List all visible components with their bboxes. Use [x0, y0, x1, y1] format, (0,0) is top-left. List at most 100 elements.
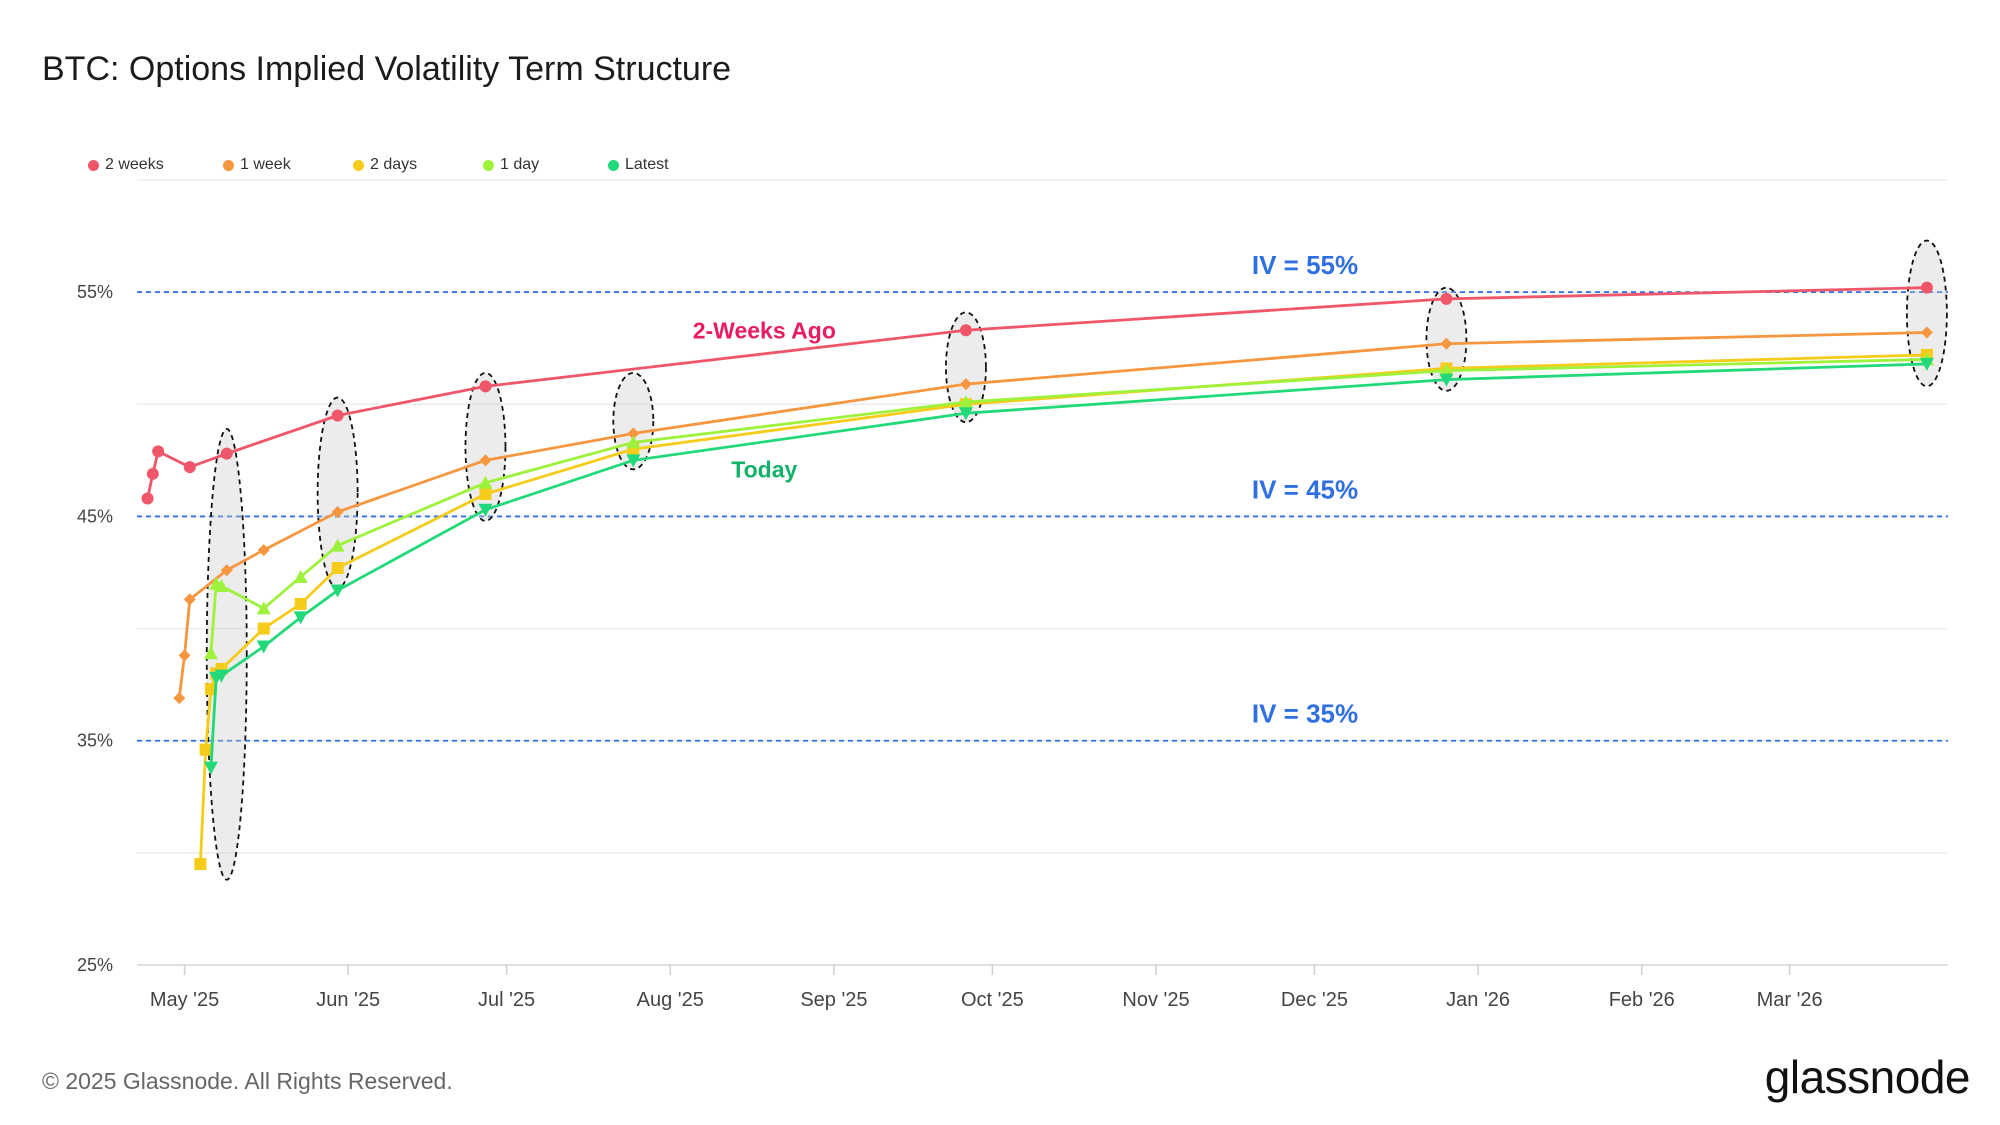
- data-point: [958, 395, 973, 409]
- data-point: [293, 569, 308, 583]
- legend-marker: [88, 159, 99, 171]
- highlight-ellipse: [464, 371, 507, 522]
- series-2-days: [194, 348, 1933, 871]
- data-point: [293, 611, 308, 625]
- series-line: [198, 353, 1927, 865]
- data-point: [1439, 363, 1454, 377]
- y-tick-label: 45%: [77, 506, 113, 526]
- data-point: [331, 562, 344, 575]
- highlight-ellipse: [945, 311, 987, 424]
- legend-item[interactable]: 2 days: [353, 156, 483, 174]
- data-point: [627, 427, 640, 440]
- series-line: [146, 286, 1927, 499]
- x-tick-label: Jan '26: [1446, 989, 1510, 1011]
- annotation-layer: 2-Weeks Ago Today: [693, 317, 836, 482]
- reference-line-label: IV = 35%: [1252, 699, 1358, 729]
- data-point: [330, 538, 345, 552]
- series-annotation: Today: [731, 456, 797, 482]
- legend-marker: [608, 159, 619, 171]
- x-tick-label: Dec '25: [1281, 989, 1348, 1011]
- x-tick-label: Jul '25: [478, 989, 535, 1011]
- data-point: [958, 407, 973, 421]
- data-point: [214, 669, 229, 683]
- data-point: [479, 454, 492, 467]
- series-latest: [203, 357, 1934, 775]
- glassnode-logo: glassnode: [1764, 1051, 1971, 1103]
- legend-marker: [353, 159, 364, 171]
- data-point: [220, 447, 233, 460]
- legend: 2 weeks 1 week 2 days 1 day Latest: [88, 156, 728, 174]
- legend-item[interactable]: 1 day: [483, 156, 608, 174]
- series-line: [209, 358, 1927, 654]
- series-layer: [141, 281, 1934, 871]
- x-tick-label: Feb '26: [1609, 989, 1675, 1011]
- legend-label: 1 week: [240, 156, 291, 173]
- series-2-weeks: [141, 281, 1933, 505]
- data-point: [331, 505, 344, 518]
- legend-item[interactable]: 2 weeks: [88, 156, 223, 174]
- y-tick-label: 25%: [77, 955, 113, 975]
- data-point: [194, 858, 207, 871]
- data-point: [256, 640, 271, 654]
- x-tick-label: Mar '26: [1757, 989, 1823, 1011]
- data-point: [203, 646, 218, 660]
- data-point: [479, 488, 492, 500]
- series-annotation: 2-Weeks Ago: [693, 317, 836, 343]
- data-point: [257, 622, 270, 635]
- x-tick-label: May '25: [150, 989, 219, 1011]
- highlight-ellipse: [1905, 239, 1948, 388]
- x-tick-label: Jun '25: [316, 989, 380, 1011]
- chart-title: BTC: Options Implied Volatility Term Str…: [42, 50, 732, 88]
- reference-lines: IV = 55% IV = 45% IV = 35%: [137, 250, 1948, 742]
- data-point: [479, 380, 492, 393]
- reference-line-label: IV = 45%: [1252, 474, 1358, 504]
- x-tick-label: Oct '25: [961, 989, 1024, 1011]
- data-point: [626, 435, 641, 449]
- data-point: [220, 564, 233, 577]
- legend-label: 1 day: [500, 156, 540, 173]
- data-point: [152, 445, 165, 458]
- data-point: [214, 578, 229, 592]
- legend-item[interactable]: Latest: [608, 156, 728, 174]
- reference-line-label: IV = 55%: [1252, 250, 1358, 280]
- data-point: [146, 467, 159, 480]
- data-point: [959, 324, 972, 337]
- data-point: [203, 761, 218, 775]
- data-point: [1920, 281, 1933, 294]
- x-tick-label: Nov '25: [1122, 989, 1189, 1011]
- data-point: [294, 597, 307, 610]
- copyright-footer: © 2025 Glassnode. All Rights Reserved.: [42, 1068, 453, 1094]
- highlight-ellipses: [205, 239, 1948, 881]
- data-point: [173, 692, 186, 705]
- data-point: [183, 593, 196, 606]
- series-1-day: [203, 352, 1934, 660]
- legend-label: 2 weeks: [105, 156, 164, 173]
- data-point: [478, 475, 493, 489]
- data-point: [256, 601, 271, 615]
- data-point: [1920, 326, 1933, 339]
- data-point: [199, 743, 212, 756]
- highlight-ellipse: [205, 428, 248, 881]
- legend-label: Latest: [625, 156, 669, 173]
- y-tick-label: 35%: [77, 731, 113, 751]
- data-point: [257, 544, 270, 557]
- grid-layer: [137, 179, 1948, 966]
- axis-layer: 25% 35% 45% 55% May '25 Jun '25 Jul '25 Aug '25…: [77, 282, 1823, 1011]
- series-1-week: [173, 326, 1933, 705]
- x-tick-label: Sep '25: [800, 989, 867, 1011]
- data-point: [1440, 292, 1453, 305]
- legend-item[interactable]: 1 week: [223, 156, 353, 174]
- legend-marker: [483, 159, 494, 171]
- data-point: [1439, 373, 1454, 387]
- data-point: [1919, 357, 1934, 371]
- legend-marker: [223, 159, 234, 171]
- data-point: [330, 584, 345, 598]
- data-point: [183, 461, 196, 474]
- y-tick-label: 55%: [77, 282, 113, 302]
- data-point: [178, 649, 191, 662]
- legend-label: 2 days: [370, 156, 418, 173]
- data-point: [478, 503, 493, 517]
- data-point: [626, 454, 641, 468]
- data-point: [1440, 337, 1453, 350]
